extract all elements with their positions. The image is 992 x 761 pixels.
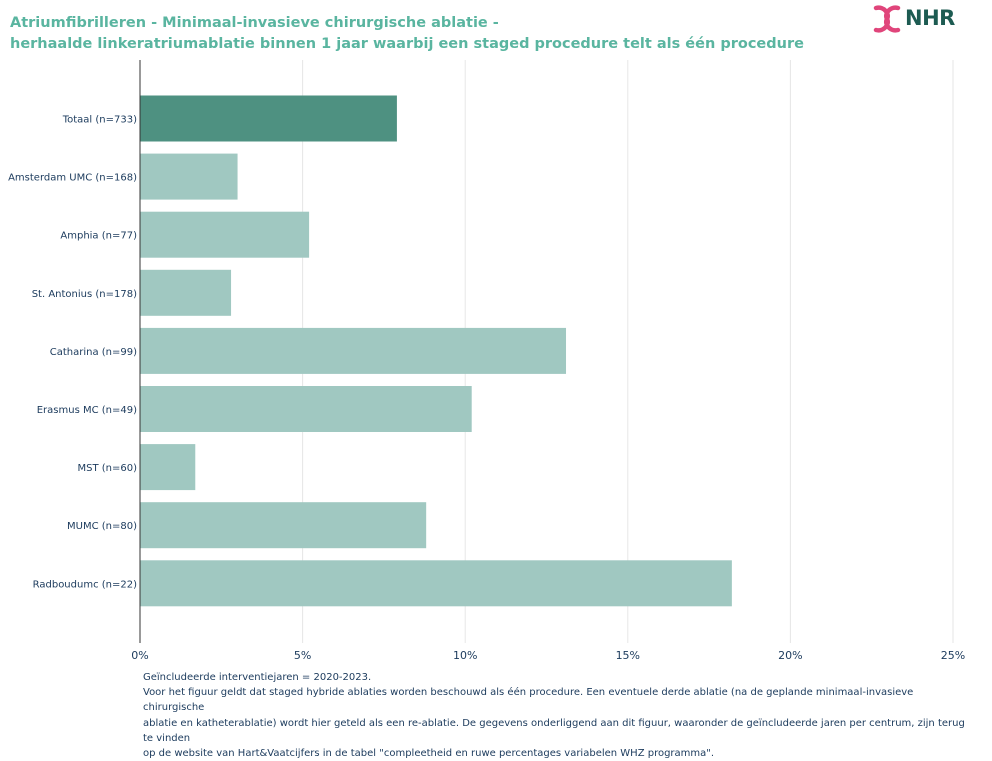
category-label: Amsterdam UMC (n=168)	[8, 173, 137, 184]
x-tick-label: 20%	[778, 649, 802, 662]
category-label: Amphia (n=77)	[60, 231, 137, 242]
bar	[140, 269, 232, 316]
bars	[140, 95, 732, 607]
x-tick-label: 5%	[294, 649, 311, 662]
footnote: Geïncludeerde interventiejaren = 2020-20…	[143, 670, 973, 761]
bar	[140, 327, 567, 374]
bar	[140, 211, 310, 258]
category-label: MST (n=60)	[77, 463, 137, 474]
nhr-logo: NHR	[870, 2, 960, 36]
logo-text: NHR	[905, 6, 955, 30]
chart-title-line-2: herhaalde linkeratriumablatie binnen 1 j…	[10, 36, 804, 52]
nhr-ribbon-icon	[873, 5, 901, 33]
x-tick-label: 15%	[616, 649, 640, 662]
bar	[140, 386, 472, 432]
category-label: St. Antonius (n=178)	[32, 289, 137, 300]
category-label: Radboudumc (n=22)	[33, 579, 137, 590]
x-tick-label: 10%	[453, 649, 477, 662]
bar	[140, 560, 732, 607]
category-label: MUMC (n=80)	[67, 521, 137, 532]
category-labels: Totaal (n=733) Amsterdam UMC (n=168) Amphi…	[8, 115, 137, 591]
footnote-line-3: ablatie en katheterablatie) wordt hier g…	[143, 717, 965, 744]
x-tick-label: 25%	[941, 649, 965, 662]
chart-title: Atriumfibrilleren - Minimaal-invasieve c…	[10, 13, 804, 55]
footnote-line-4: op de website van Hart&Vaatcijfers in de…	[143, 748, 715, 760]
footnote-line-2: Voor het figuur geldt dat staged hybride…	[143, 687, 914, 714]
bar	[140, 153, 238, 200]
footnote-line-1: Geïncludeerde interventiejaren = 2020-20…	[143, 672, 372, 683]
bar	[140, 444, 196, 491]
category-label: Totaal (n=733)	[62, 115, 137, 126]
bar	[140, 95, 397, 142]
x-tick-label: 0%	[131, 649, 148, 662]
category-label: Catharina (n=99)	[50, 347, 137, 358]
bar-chart: Totaal (n=733) Amsterdam UMC (n=168) Amphi…	[8, 60, 965, 662]
x-tick-labels: 0% 5% 10% 15% 20% 25%	[131, 649, 965, 662]
bar	[140, 502, 427, 549]
chart-title-line-1: Atriumfibrilleren - Minimaal-invasieve c…	[10, 15, 499, 31]
category-label: Erasmus MC (n=49)	[37, 405, 137, 416]
